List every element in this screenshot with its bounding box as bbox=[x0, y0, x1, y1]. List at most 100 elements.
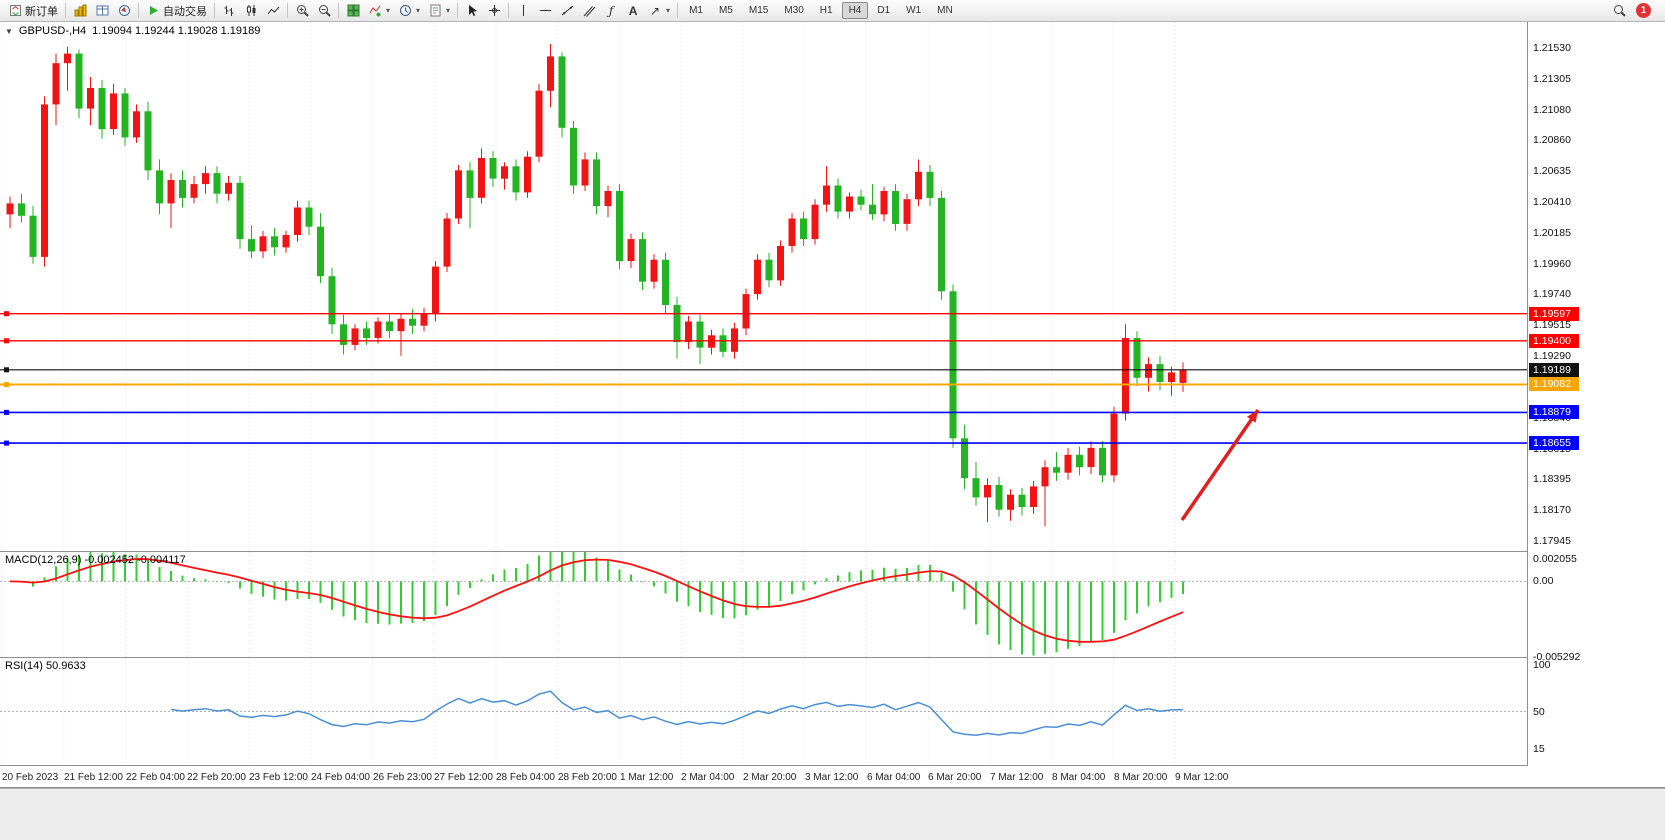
toolbar: 新订单 自动交易 ▾ ▾ ▾ ƒ A ↗ ▾ M1 M5 M15 M30 H1 H4 D1 W1 MN 1 bbox=[0, 0, 1665, 22]
trendline-button[interactable] bbox=[556, 1, 578, 20]
candle-body bbox=[938, 197, 945, 292]
timeframe-m5-button[interactable]: M5 bbox=[718, 5, 733, 16]
price-axis-label: 1.19515 bbox=[1533, 319, 1571, 331]
panel-separator[interactable] bbox=[0, 551, 1665, 552]
price-tag[interactable]: 1.19597 bbox=[1529, 307, 1579, 321]
candle-body bbox=[420, 313, 428, 326]
price-tag[interactable]: 1.19400 bbox=[1529, 334, 1579, 348]
trend-arrow[interactable] bbox=[1180, 409, 1260, 521]
templates-button[interactable]: ▾ bbox=[424, 1, 454, 20]
candle-body bbox=[489, 158, 497, 179]
time-axis-border bbox=[0, 787, 1665, 788]
bar-chart-button[interactable] bbox=[218, 1, 240, 20]
candle-body bbox=[259, 236, 267, 252]
candle-body bbox=[305, 207, 313, 227]
timeframe-h1-button[interactable]: H1 bbox=[819, 5, 833, 16]
timeframe-d1-button[interactable]: D1 bbox=[877, 5, 891, 16]
timeframe-m1-button[interactable]: M1 bbox=[689, 5, 703, 16]
rsi-axis-label: 15 bbox=[1533, 743, 1545, 755]
timeframe-m15-button[interactable]: M15 bbox=[748, 5, 769, 16]
line-anchor-handle[interactable] bbox=[4, 338, 9, 344]
price-tag[interactable]: 1.19189 bbox=[1529, 363, 1579, 377]
timeframe-h4-button[interactable]: H4 bbox=[841, 2, 869, 19]
macd-axis-label: 0.00 bbox=[1533, 575, 1554, 587]
timeframe-m30-button[interactable]: M30 bbox=[784, 5, 804, 16]
candle-body bbox=[52, 63, 60, 105]
navigator-icon bbox=[117, 4, 131, 18]
candle-body bbox=[179, 180, 186, 198]
fibonacci-icon: ƒ bbox=[608, 3, 614, 18]
indicators-icon bbox=[368, 4, 382, 18]
candle-body bbox=[616, 191, 623, 262]
time-axis-label: 28 Feb 04:00 bbox=[496, 772, 555, 783]
horizontal-line-button[interactable] bbox=[534, 1, 556, 20]
candle-body bbox=[87, 88, 94, 109]
data-window-button[interactable] bbox=[91, 1, 113, 20]
candle-body bbox=[1053, 467, 1060, 473]
line-anchor-handle[interactable] bbox=[4, 440, 9, 446]
price-tag[interactable]: 1.18655 bbox=[1529, 436, 1579, 450]
candlestick-chart-button[interactable] bbox=[240, 1, 262, 20]
new-order-button[interactable]: 新订单 bbox=[4, 1, 62, 20]
candle-body bbox=[478, 158, 485, 198]
rsi-panel-canvas[interactable] bbox=[0, 658, 1527, 765]
navigator-button[interactable] bbox=[113, 1, 135, 20]
candle-body bbox=[236, 182, 244, 240]
rsi-line bbox=[170, 690, 1184, 737]
crosshair-button[interactable] bbox=[483, 1, 505, 20]
candle-body bbox=[834, 185, 842, 212]
arrows-icon: ↗ bbox=[650, 3, 661, 18]
market-watch-button[interactable] bbox=[69, 1, 91, 20]
candle-body bbox=[765, 259, 773, 281]
time-axis-label: 6 Mar 04:00 bbox=[867, 772, 921, 783]
notification-badge[interactable]: 1 bbox=[1636, 3, 1651, 18]
price-axis-label: 1.20185 bbox=[1533, 227, 1571, 239]
candle-body bbox=[75, 53, 83, 109]
cursor-button[interactable] bbox=[461, 1, 483, 20]
panel-separator[interactable] bbox=[0, 657, 1665, 658]
zoom-out-button[interactable] bbox=[313, 1, 335, 20]
candle-body bbox=[708, 335, 715, 348]
channel-button[interactable] bbox=[578, 1, 600, 20]
text-label-button[interactable]: A bbox=[622, 1, 644, 20]
candle-body bbox=[627, 239, 635, 262]
line-chart-button[interactable] bbox=[262, 1, 284, 20]
time-axis-label: 6 Mar 20:00 bbox=[928, 772, 982, 783]
panel-separator[interactable] bbox=[0, 765, 1665, 766]
candle-body bbox=[1179, 369, 1187, 383]
macd-label: MACD(12,26,9) -0.002452 -0.004117 bbox=[5, 554, 186, 566]
toolbar-separator bbox=[457, 3, 459, 18]
candle-body bbox=[29, 215, 37, 257]
line-anchor-handle[interactable] bbox=[4, 409, 9, 415]
candle-body bbox=[386, 321, 393, 332]
price-tag[interactable]: 1.18879 bbox=[1529, 405, 1579, 419]
candle-body bbox=[915, 171, 922, 200]
candle-body bbox=[110, 93, 117, 130]
auto-trading-button-label: 自动交易 bbox=[163, 5, 207, 18]
zoom-in-button[interactable] bbox=[291, 1, 313, 20]
timeframe-w1-button[interactable]: W1 bbox=[906, 5, 922, 16]
collapse-caret-icon[interactable]: ▼ bbox=[5, 26, 13, 36]
indicators-button[interactable]: ▾ bbox=[364, 1, 394, 20]
zoom-in-icon bbox=[295, 4, 309, 18]
price-axis-label: 1.20860 bbox=[1533, 134, 1571, 146]
candle-body bbox=[190, 184, 198, 198]
macd-panel-canvas[interactable] bbox=[0, 552, 1527, 657]
periods-button[interactable]: ▾ bbox=[394, 1, 424, 20]
vertical-line-button[interactable] bbox=[512, 1, 534, 20]
price-tag[interactable]: 1.19082 bbox=[1529, 377, 1579, 391]
candle-body bbox=[777, 246, 784, 281]
candle-body bbox=[593, 159, 600, 207]
candle-body bbox=[351, 328, 359, 345]
tile-windows-button[interactable] bbox=[342, 1, 364, 20]
line-anchor-handle[interactable] bbox=[4, 382, 9, 387]
timeframe-mn-button[interactable]: MN bbox=[937, 5, 953, 16]
line-anchor-handle[interactable] bbox=[4, 367, 9, 373]
text-icon: A bbox=[628, 3, 638, 18]
arrows-button[interactable]: ↗ ▾ bbox=[644, 1, 674, 20]
price-chart-canvas[interactable] bbox=[0, 22, 1527, 551]
search-button[interactable] bbox=[1608, 1, 1630, 20]
line-anchor-handle[interactable] bbox=[4, 311, 9, 317]
fibonacci-button[interactable]: ƒ bbox=[600, 1, 622, 20]
auto-trading-button[interactable]: 自动交易 bbox=[142, 1, 211, 20]
